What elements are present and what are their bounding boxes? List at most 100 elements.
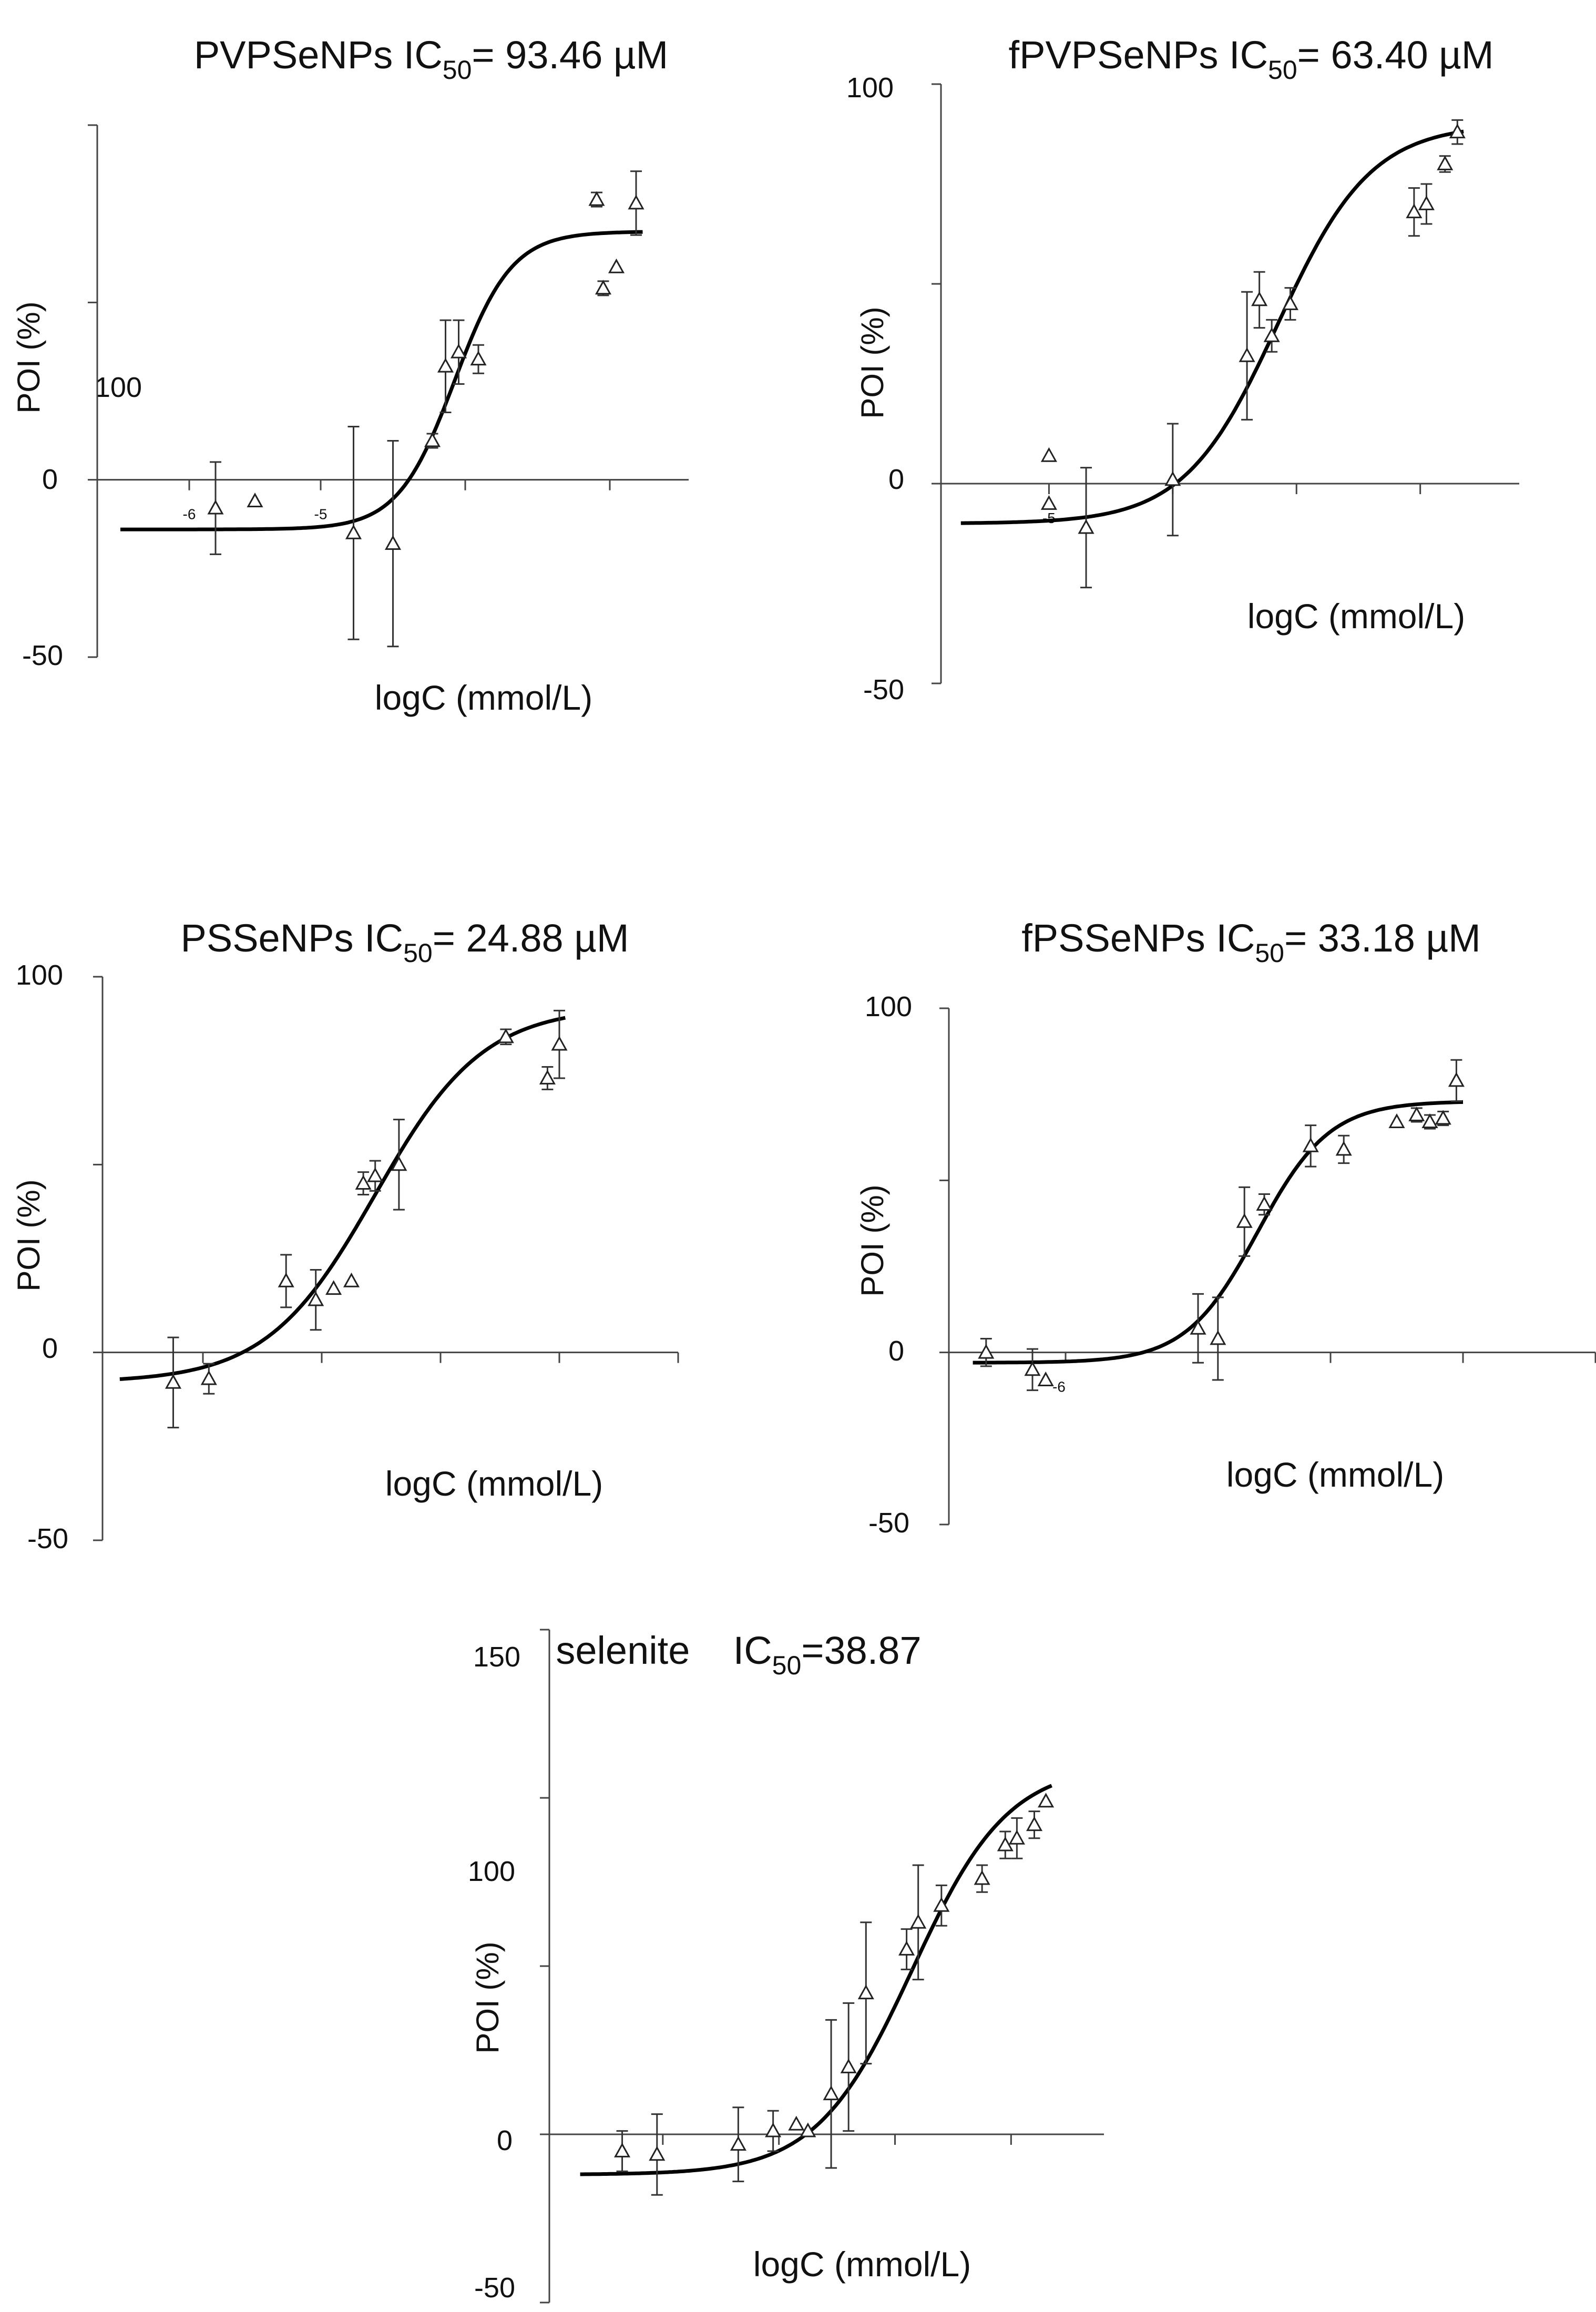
data-point xyxy=(910,1914,927,1929)
data-point xyxy=(898,1940,915,1956)
x-axis-label: logC (mmol/L) xyxy=(385,1464,603,1503)
data-point xyxy=(437,357,454,373)
x-axis-label: logC (mmol/L) xyxy=(1247,597,1465,636)
data-point xyxy=(1037,1371,1054,1386)
data-point xyxy=(497,1028,514,1044)
data-point xyxy=(857,1984,874,2000)
data-point xyxy=(730,2136,746,2151)
fit-curve xyxy=(119,1016,566,1381)
y-tick-label: -50 xyxy=(474,2272,515,2304)
data-point xyxy=(384,535,402,550)
y-tick-label: -50 xyxy=(863,674,904,705)
x-axis-label: logC (mmol/L) xyxy=(753,2245,971,2284)
data-point xyxy=(628,195,644,210)
data-point xyxy=(1164,471,1181,486)
x-tick-label: -5 xyxy=(314,506,328,523)
y-tick-label: 100 xyxy=(865,991,912,1022)
data-point xyxy=(345,524,362,539)
data-point xyxy=(1449,124,1466,139)
data-point xyxy=(613,2142,631,2157)
chart-svg-pvpsenps: PVPSeNPs IC50= 93.46 µM 100 0 -50 POI (%… xyxy=(11,33,689,717)
data-point xyxy=(588,191,605,206)
data-point xyxy=(1302,1137,1319,1152)
data-point xyxy=(595,280,612,295)
data-point xyxy=(1239,347,1255,362)
fit-curve xyxy=(120,230,643,531)
data-point xyxy=(1421,1113,1438,1128)
data-point xyxy=(997,1836,1014,1851)
plot-area xyxy=(540,1629,1104,2304)
chart-title: fPVPSeNPs IC50= 63.40 µM xyxy=(1009,33,1494,85)
data-point xyxy=(978,1344,995,1359)
x-tick-label: -5 xyxy=(1042,510,1056,526)
data-point xyxy=(355,1174,372,1190)
data-point xyxy=(367,1167,384,1182)
chart-title: PVPSeNPs IC50= 93.46 µM xyxy=(194,33,668,85)
y-tick-label: -50 xyxy=(868,1507,909,1539)
data-point xyxy=(1256,1196,1273,1211)
y-tick-label: -50 xyxy=(27,1523,68,1554)
data-point xyxy=(1210,1330,1226,1345)
y-axis-label: POI (%) xyxy=(470,1941,505,2053)
data-point xyxy=(551,1036,568,1051)
data-point xyxy=(1418,195,1435,210)
data-point xyxy=(470,351,487,366)
y-tick-label: 0 xyxy=(497,2125,513,2156)
data-point xyxy=(1040,447,1057,462)
chart-svg-fpvpsenps: fPVPSeNPs IC50= 63.40 µM 100 0 -50 POI (… xyxy=(846,33,1519,705)
data-point xyxy=(539,1069,556,1085)
chart-svg-pssenps: PSSeNPs IC50= 24.88 µM 100 0 -50 POI (%)… xyxy=(11,916,679,1554)
data-point xyxy=(343,1272,360,1287)
data-point xyxy=(1251,291,1268,306)
y-axis-label: POI (%) xyxy=(855,1184,890,1296)
x-tick-label: -6 xyxy=(1052,1379,1066,1395)
data-point xyxy=(1435,1110,1451,1125)
plot-area: -6 xyxy=(939,1007,1596,1526)
data-point xyxy=(974,1870,990,1885)
y-axis-label: POI (%) xyxy=(11,301,46,413)
chart-title: selenite IC50=38.87 xyxy=(556,1629,921,1680)
data-point xyxy=(933,1897,950,1912)
plot-area: -5 xyxy=(932,83,1519,684)
y-tick-label: 100 xyxy=(16,959,63,991)
y-axis-label: POI (%) xyxy=(11,1179,46,1291)
data-point xyxy=(1408,1106,1425,1121)
data-point xyxy=(1038,1793,1055,1808)
plot-area xyxy=(93,976,679,1541)
chart-svg-fpssenps: fPSSeNPs IC50= 33.18 µM 100 0 -50 POI (%… xyxy=(855,916,1596,1539)
x-axis-label: logC (mmol/L) xyxy=(375,678,592,717)
chart-panel-fpssenps: fPSSeNPs IC50= 33.18 µM 100 0 -50 POI (%… xyxy=(831,894,1596,1603)
chart-svg-selenite: selenite IC50=38.87 150 100 0 -50 POI (%… xyxy=(468,1629,1104,2304)
chart-panel-fpvpsenps: fPVPSeNPs IC50= 63.40 µM 100 0 -50 POI (… xyxy=(831,0,1596,746)
y-tick-label: 100 xyxy=(846,72,894,104)
data-point xyxy=(165,1374,182,1389)
data-point xyxy=(391,1156,407,1171)
chart-panel-selenite: selenite IC50=38.87 150 100 0 -50 POI (%… xyxy=(421,1577,1104,2309)
y-tick-label: 0 xyxy=(888,1335,904,1367)
data-point xyxy=(424,432,441,447)
y-tick-label: 150 xyxy=(473,1641,520,1673)
data-point xyxy=(800,2122,816,2137)
data-point xyxy=(1190,1319,1206,1335)
fit-curve xyxy=(960,129,1464,525)
data-point xyxy=(325,1280,342,1295)
chart-panel-pvpsenps: PVPSeNPs IC50= 93.46 µM 100 0 -50 POI (%… xyxy=(0,0,736,746)
data-point xyxy=(1024,1361,1041,1376)
data-point xyxy=(1335,1141,1352,1156)
data-point xyxy=(1078,519,1094,534)
data-point xyxy=(1026,1816,1043,1832)
chart-title: fPSSeNPs IC50= 33.18 µM xyxy=(1021,916,1481,968)
fit-curve xyxy=(580,1784,1052,2176)
x-axis-label: logC (mmol/L) xyxy=(1226,1455,1444,1494)
data-point xyxy=(1448,1072,1465,1087)
data-point xyxy=(823,2085,840,2101)
data-point xyxy=(608,258,625,273)
data-point xyxy=(840,2058,857,2073)
data-point xyxy=(1406,203,1423,219)
data-point xyxy=(765,2122,782,2137)
data-point xyxy=(1008,1829,1025,1845)
y-tick-label: 0 xyxy=(42,1333,58,1364)
x-tick-label: -6 xyxy=(183,506,196,523)
y-tick-label: 0 xyxy=(888,464,904,495)
y-axis-label: POI (%) xyxy=(855,306,890,418)
